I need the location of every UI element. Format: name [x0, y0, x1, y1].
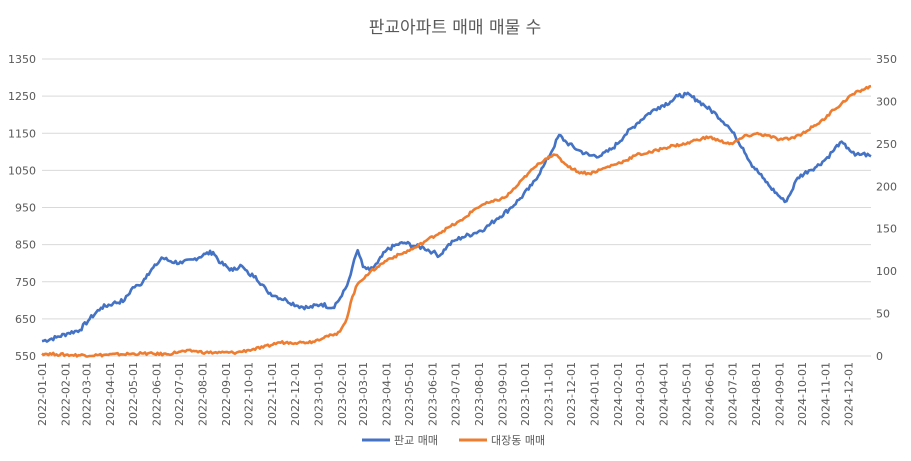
y-left-tick-label: 1050	[8, 164, 36, 177]
x-tick-label: 2022-03-01	[81, 362, 94, 426]
legend-label-pangyo: 판교 매매	[394, 434, 438, 447]
y-right-tick-label: 0	[876, 350, 883, 363]
x-tick-label: 2023-12-01	[565, 362, 578, 426]
y-right-tick-label: 200	[876, 180, 897, 193]
x-tick-label: 2024-03-01	[634, 362, 647, 426]
y-left-tick-label: 1350	[8, 53, 36, 66]
x-tick-label: 2023-05-01	[403, 362, 416, 426]
x-tick-label: 2022-05-01	[127, 362, 140, 426]
series-lines	[41, 84, 872, 358]
y-right-tick-label: 300	[876, 95, 897, 108]
x-tick-label: 2022-02-01	[59, 362, 72, 426]
y-left-tick-label: 1150	[8, 127, 36, 140]
x-axis: 2022-01-01 2022-02-01 2022-03-01 2022-04-01…	[36, 362, 855, 426]
y-left-tick-label: 1250	[8, 90, 36, 103]
x-tick-label: 2024-07-01	[726, 362, 739, 426]
x-tick-label: 2024-05-01	[680, 362, 693, 426]
x-tick-label: 2024-09-01	[773, 362, 786, 426]
y-axis-left: 550 650 750 850 950 1050 1150 1250 1350	[8, 53, 36, 363]
x-tick-label: 2022-04-01	[104, 362, 117, 426]
y-left-tick-label: 750	[15, 276, 36, 289]
series-line-0	[41, 91, 872, 343]
y-left-tick-label: 550	[15, 350, 36, 363]
y-axis-right: 0 50 100 150 200 250 300 350	[876, 53, 897, 363]
x-tick-label: 2024-11-01	[820, 362, 833, 426]
legend-label-daejang: 대장동 매매	[491, 434, 545, 447]
y-right-tick-label: 150	[876, 223, 897, 236]
x-tick-label: 2022-08-01	[197, 362, 210, 426]
x-tick-label: 2022-06-01	[150, 362, 163, 426]
x-tick-label: 2024-02-01	[612, 362, 625, 426]
x-tick-label: 2023-03-01	[357, 362, 370, 426]
x-tick-label: 2024-06-01	[704, 362, 717, 426]
y-right-tick-label: 100	[876, 265, 897, 278]
x-tick-label: 2023-04-01	[380, 362, 393, 426]
x-tick-label: 2023-10-01	[519, 362, 532, 426]
x-tick-label: 2022-10-01	[243, 362, 256, 426]
x-tick-label: 2023-06-01	[427, 362, 440, 426]
y-left-tick-label: 850	[15, 239, 36, 252]
x-tick-label: 2022-12-01	[289, 362, 302, 426]
x-tick-label: 2022-09-01	[220, 362, 233, 426]
x-tick-label: 2024-08-01	[750, 362, 763, 426]
y-left-tick-label: 950	[15, 202, 36, 215]
chart-title: 판교아파트 매매 매물 수	[369, 18, 542, 38]
x-tick-label: 2024-04-01	[658, 362, 671, 426]
x-tick-label: 2024-01-01	[589, 362, 602, 426]
x-tick-label: 2023-01-01	[312, 362, 325, 426]
series-line-1	[41, 84, 872, 358]
x-tick-label: 2023-02-01	[336, 362, 349, 426]
y-right-tick-label: 250	[876, 138, 897, 151]
x-tick-label: 2022-11-01	[266, 362, 279, 426]
y-right-tick-label: 50	[876, 308, 890, 321]
x-tick-label: 2024-12-01	[842, 362, 855, 426]
x-tick-label: 2023-08-01	[473, 362, 486, 426]
x-tick-label: 2023-09-01	[496, 362, 509, 426]
x-tick-label: 2023-07-01	[449, 362, 462, 426]
y-left-tick-label: 650	[15, 313, 36, 326]
x-tick-label: 2022-07-01	[173, 362, 186, 426]
x-tick-label: 2023-11-01	[542, 362, 555, 426]
gridlines	[42, 58, 871, 357]
legend: 판교 매매 대장동 매매	[362, 434, 545, 447]
x-tick-label: 2024-10-01	[796, 362, 809, 426]
y-right-tick-label: 350	[876, 53, 897, 66]
x-tick-label: 2022-01-01	[36, 362, 49, 426]
